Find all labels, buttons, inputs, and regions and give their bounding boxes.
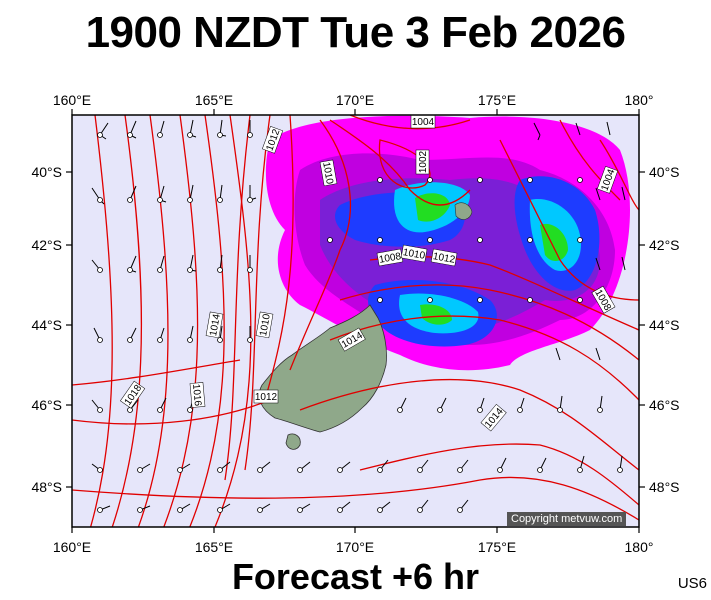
land-stewart-island [285, 433, 301, 450]
lon-label-bottom: 165°E [195, 539, 233, 555]
axis-ticks [66, 109, 645, 533]
lon-label-bottom: 180° [625, 539, 654, 555]
isobar-label: 1002 [418, 150, 429, 173]
lat-label-left: 48°S [31, 479, 62, 495]
lat-label-right: 46°S [649, 397, 680, 413]
lat-label-right: 40°S [649, 164, 680, 180]
lon-label-top: 160°E [53, 92, 91, 108]
lat-label-left: 44°S [31, 317, 62, 333]
copyright-badge: Copyright metvuw.com [507, 512, 627, 526]
isobar-label: 1012 [255, 392, 278, 403]
model-code: US6 [677, 575, 707, 592]
isobars [72, 115, 639, 527]
lat-label-right: 42°S [649, 237, 680, 253]
lon-label-top: 175°E [478, 92, 516, 108]
isobar-label: 1010 [320, 161, 335, 185]
lon-label-bottom: 160°E [53, 539, 91, 555]
isobar-label: 1004 [412, 117, 435, 128]
rainfall-shading [265, 115, 630, 371]
station-dots [97, 132, 623, 513]
isobar-label: 1016 [190, 383, 203, 407]
lon-label-top: 165°E [195, 92, 233, 108]
lat-label-right: 48°S [649, 479, 680, 495]
lon-label-bottom: 175°E [478, 539, 516, 555]
land-north-island [454, 202, 473, 220]
isobar-label: 1012 [432, 251, 456, 266]
lat-label-right: 44°S [649, 317, 680, 333]
map-title: 1900 NZDT Tue 3 Feb 2026 [85, 8, 626, 57]
isobar-label: 1010 [402, 247, 426, 262]
isobar-label: 1008 [378, 251, 402, 266]
lat-label-left: 46°S [31, 397, 62, 413]
lat-label-left: 42°S [31, 237, 62, 253]
lon-label-top: 170°E [336, 92, 374, 108]
lon-label-bottom: 170°E [336, 539, 374, 555]
isobar-label: 1010 [258, 313, 273, 337]
lat-label-left: 40°S [31, 164, 62, 180]
isobar-label: 1014 [208, 313, 223, 337]
forecast-caption: Forecast +6 hr [231, 556, 480, 597]
lon-label-top: 180° [625, 92, 654, 108]
